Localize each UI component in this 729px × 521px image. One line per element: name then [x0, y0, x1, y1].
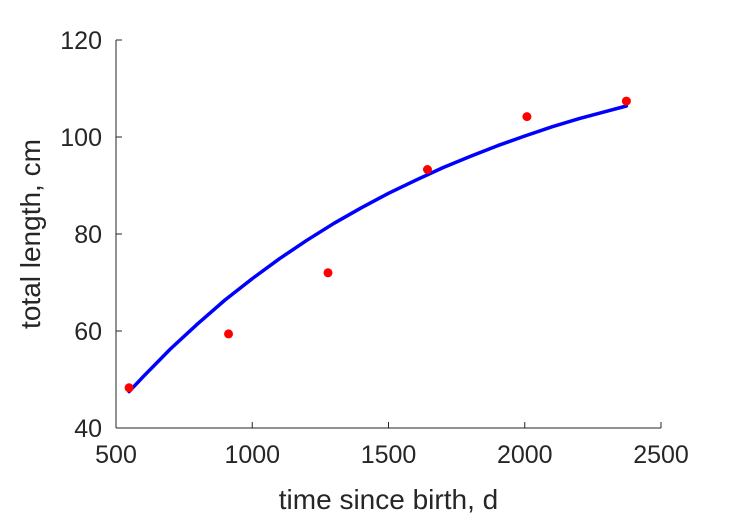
x-tick-label: 2500	[633, 441, 689, 469]
y-tick-label: 40	[74, 415, 102, 443]
x-tick-label: 2000	[497, 441, 553, 469]
data-point	[522, 112, 532, 122]
data-point	[422, 164, 432, 174]
data-point	[124, 383, 134, 393]
y-tick-label: 80	[74, 221, 102, 249]
series-layer	[124, 96, 631, 394]
fit-curve-line	[127, 104, 629, 394]
data-point	[224, 329, 234, 339]
data-point	[323, 268, 333, 278]
y-ticks: 40 60 80 100 120	[60, 27, 122, 443]
y-tick-label: 120	[60, 27, 102, 55]
x-tick-label: 1500	[361, 441, 417, 469]
x-tick-label: 1000	[224, 441, 280, 469]
y-tick-label: 60	[74, 318, 102, 346]
x-ticks: 500 1000 1500 2000 2500	[95, 422, 689, 469]
y-axis-title: total length, cm	[15, 139, 46, 329]
x-axis-title: time since birth, d	[279, 484, 498, 515]
data-point	[621, 96, 631, 106]
x-tick-label: 500	[95, 441, 137, 469]
y-tick-label: 100	[60, 124, 102, 152]
axes: 500 1000 1500 2000 2500 40 60 80 100 120	[60, 27, 689, 469]
